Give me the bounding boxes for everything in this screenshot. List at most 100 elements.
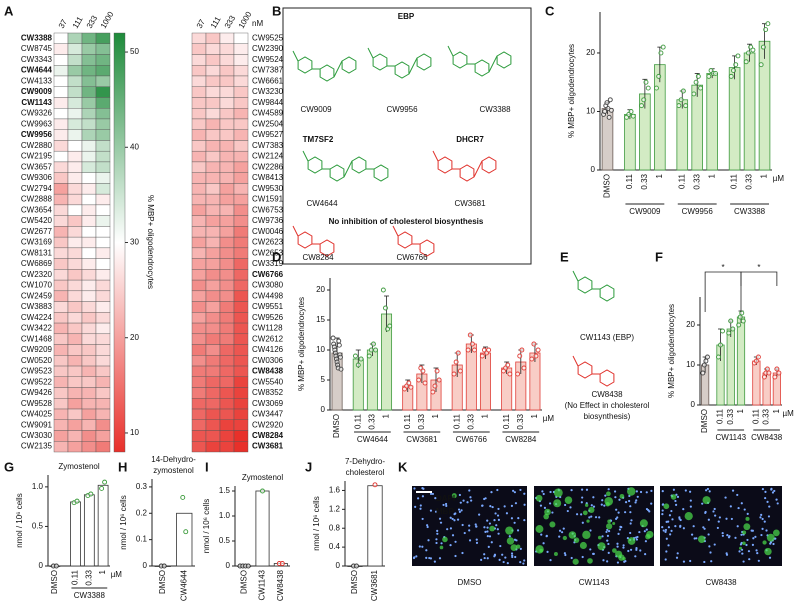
nucleus (757, 559, 760, 562)
heat-cell (191, 333, 207, 345)
mbp-cell (627, 487, 636, 496)
heat-cell (219, 269, 235, 281)
row-label: CW4126 (252, 345, 284, 354)
nucleus (493, 554, 497, 557)
nucleus (508, 535, 511, 538)
heat-cell (81, 65, 97, 77)
column-label: 333 (85, 14, 100, 31)
nucleus (457, 508, 461, 511)
heat-cell (81, 204, 97, 216)
mbp-cell (543, 513, 549, 520)
nucleus (440, 542, 443, 545)
heat-cell (219, 140, 235, 152)
nucleus (445, 502, 448, 506)
nucleus (478, 513, 481, 516)
heat-cell (191, 43, 207, 55)
heat-cell (219, 161, 235, 173)
heat-cell (53, 376, 69, 388)
group-label: CW9009 (629, 207, 661, 216)
heat-cell (219, 86, 235, 98)
molecule-bond (572, 270, 579, 282)
nucleus (620, 526, 623, 529)
nucleus (665, 520, 668, 523)
y-tick-label: 0 (336, 561, 341, 570)
row-label: CW8745 (21, 44, 53, 53)
heat-cell (95, 312, 111, 324)
row-label: CW9530 (252, 184, 284, 193)
data-point (761, 374, 767, 380)
nucleus (629, 505, 632, 508)
molecule-bond (367, 47, 374, 59)
row-label: CW9528 (21, 399, 53, 408)
nucleus (635, 538, 639, 541)
nucleus (721, 531, 724, 535)
nucleus (413, 487, 416, 490)
row-label: CW2677 (21, 227, 53, 236)
nucleus (514, 555, 517, 559)
heat-cell (191, 290, 207, 302)
heat-cell (81, 376, 97, 388)
heat-cell (81, 441, 97, 453)
nucleus (671, 518, 674, 521)
x-tick-label: CW4644 (179, 569, 188, 601)
row-label: CW2320 (21, 270, 53, 279)
heat-cell (95, 193, 111, 206)
heat-cell (53, 236, 69, 249)
nucleus (510, 504, 514, 507)
heat-cell (219, 150, 235, 163)
nucleus (575, 513, 579, 516)
compound-label: CW3681 (454, 199, 486, 208)
heat-cell (81, 172, 97, 184)
data-point (368, 347, 374, 353)
mbp-cell (582, 530, 591, 540)
nucleus (516, 529, 520, 532)
x-tick-label: DMSO (50, 570, 59, 594)
heat-cell (219, 301, 235, 313)
heat-cell (53, 333, 69, 345)
nucleus (740, 502, 743, 505)
data-point (745, 50, 751, 56)
heat-cell (219, 290, 235, 302)
nucleus (670, 529, 673, 532)
nucleus (590, 515, 593, 518)
data-point (371, 341, 376, 347)
mbp-cell (572, 558, 579, 565)
group-label: CW4644 (357, 435, 389, 444)
heat-cell (219, 204, 235, 216)
molecule-ring (297, 56, 313, 74)
nucleus (616, 545, 619, 548)
nucleus (729, 505, 732, 508)
nucleus (661, 513, 664, 516)
y-tick-label: 20 (316, 285, 325, 294)
nucleus (622, 544, 625, 547)
row-label: CW9956 (21, 130, 53, 139)
nucleus (469, 496, 472, 499)
colorbar-tick-label: 20 (130, 333, 139, 342)
mbp-cell (553, 552, 558, 557)
y-axis-label: % MBP+ oligodendrocytes (297, 297, 306, 391)
row-label: CW8284 (252, 431, 284, 440)
heat-cell (233, 290, 249, 302)
nucleus (470, 499, 473, 502)
mbp-cell (564, 496, 573, 504)
data-point (704, 354, 710, 360)
row-label: CW3319 (252, 259, 284, 268)
heat-cell (233, 86, 249, 98)
target-label: DHCR7 (456, 135, 484, 144)
heat-cell (205, 86, 221, 98)
molecule-bond (447, 45, 454, 57)
heat-cell (67, 161, 83, 173)
nucleus (566, 509, 569, 513)
data-point (74, 498, 80, 504)
heat-cell (67, 150, 83, 163)
heat-cell (67, 86, 83, 98)
nucleus (629, 511, 632, 514)
nucleus (517, 517, 520, 520)
molecule-bond (292, 225, 299, 237)
nucleus (459, 501, 462, 504)
nucleus (675, 556, 679, 559)
row-label: CW8413 (252, 173, 284, 182)
row-label: CW9522 (21, 377, 53, 386)
heat-cell (191, 54, 207, 66)
heat-cell (219, 430, 235, 442)
